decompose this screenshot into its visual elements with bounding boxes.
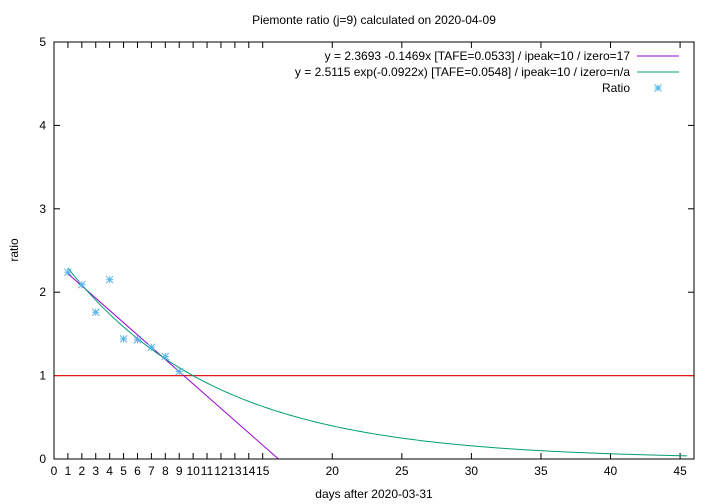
data-point: [119, 335, 128, 343]
x-tick-label: 4: [106, 464, 113, 478]
x-tick-label: 11: [201, 464, 214, 478]
x-tick-label: 7: [148, 464, 155, 478]
y-tick-label: 3: [39, 202, 46, 216]
data-point: [175, 367, 184, 376]
data-point: [147, 343, 156, 352]
x-tick-label: 13: [228, 464, 242, 478]
x-tick-label: 45: [673, 464, 687, 478]
plot-frame: [53, 41, 695, 460]
legend-label: y = 2.3693 -0.1469x [TAFE=0.0533] / ipea…: [325, 49, 631, 63]
legend-label: Ratio: [602, 81, 630, 95]
x-tick-label: 25: [395, 464, 409, 478]
data-point: [64, 268, 72, 277]
y-axis-label: ratio: [7, 238, 21, 262]
y-tick-label: 0: [39, 452, 46, 466]
x-tick-label: 8: [162, 464, 169, 478]
y-tick-label: 1: [39, 369, 46, 383]
x-tick-label: 40: [604, 464, 618, 478]
x-tick-label: 2: [78, 464, 85, 478]
y-tick-label: 2: [39, 285, 46, 299]
chart-title: Piemonte ratio (j=9) calculated on 2020-…: [252, 13, 496, 27]
x-tick-label: 6: [134, 464, 141, 478]
x-tick-label: 30: [465, 464, 479, 478]
x-axis-label: days after 2020-03-31: [315, 487, 433, 501]
x-tick-label: 10: [186, 464, 200, 478]
x-tick-label: 1: [65, 464, 72, 478]
x-tick-label: 14: [242, 464, 256, 478]
x-tick-label: 15: [256, 464, 270, 478]
x-tick-label: 9: [176, 464, 183, 478]
x-tick-label: 3: [92, 464, 99, 478]
y-tick-label: 4: [39, 118, 46, 132]
x-tick-label: 5: [120, 464, 127, 478]
y-tick-label: 5: [39, 35, 46, 49]
x-tick-label: 35: [534, 464, 548, 478]
data-point: [105, 275, 114, 284]
series-linear-fit-line: [67, 273, 279, 460]
data-point: [133, 335, 142, 344]
plot-marks: [54, 267, 694, 460]
plot-background: [54, 42, 694, 459]
series-exp-fit-line: [67, 267, 688, 457]
x-tick-label: 12: [214, 464, 228, 478]
x-tick-label: 0: [51, 464, 58, 478]
legend-label: y = 2.5115 exp(-0.0922x) [TAFE=0.0548] /…: [295, 65, 630, 79]
x-tick-label: 20: [326, 464, 340, 478]
legend-marker: [654, 84, 662, 92]
data-point: [91, 308, 100, 317]
data-point: [77, 280, 86, 289]
legend: y = 2.3693 -0.1469x [TAFE=0.0533] / ipea…: [295, 49, 679, 95]
data-point: [161, 352, 170, 361]
